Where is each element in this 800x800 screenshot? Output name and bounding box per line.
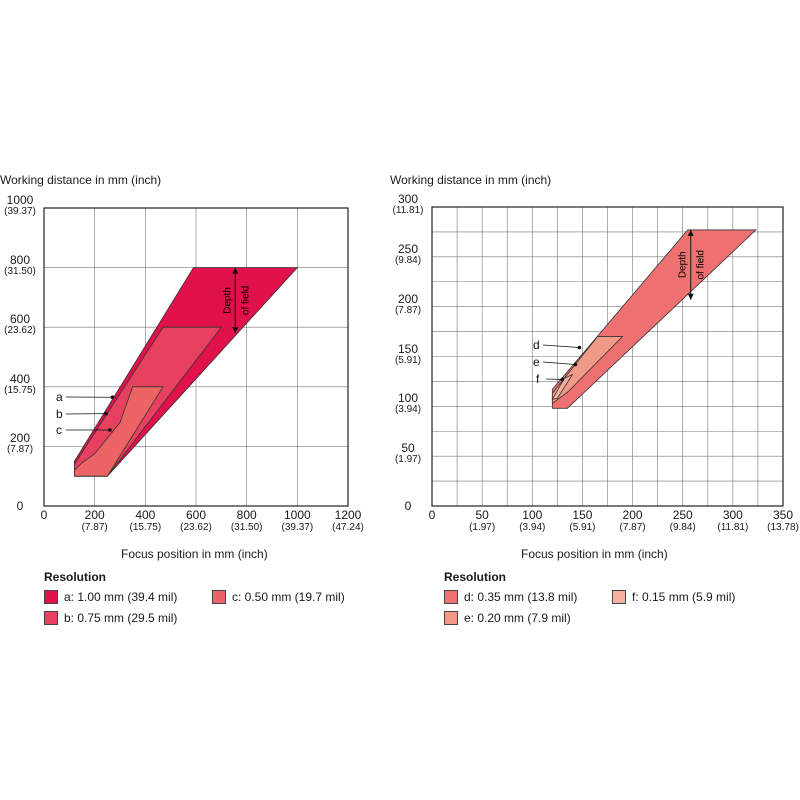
left-ytick-label: 0 xyxy=(16,499,24,513)
leader-dot-a xyxy=(110,395,115,400)
right-xtick-label: 250 (9.84) xyxy=(669,508,696,534)
left-legend-title: Resolution xyxy=(44,570,106,584)
legend-item-a: a: 1.00 mm (39.4 mil) xyxy=(44,590,177,604)
leader-dot-e xyxy=(573,362,578,367)
legend-swatch-c xyxy=(212,590,226,604)
right-dof-arrowhead-bottom xyxy=(687,293,694,300)
left-ytick-label: 800 (31.50) xyxy=(4,252,36,277)
right-ytick-label: 300 (11.81) xyxy=(392,192,424,216)
legend-item-c: c: 0.50 mm (19.7 mil) xyxy=(212,590,345,604)
left-xtick-label: 400 (15.75) xyxy=(129,508,162,534)
right-ytick-label: 150 (5.91) xyxy=(394,341,422,366)
legend-label-c: c: 0.50 mm (19.7 mil) xyxy=(232,590,345,604)
right-ytick-label: 200 (7.87) xyxy=(394,291,422,316)
left-chart-ylabel: Working distance in mm (inch) xyxy=(0,173,162,187)
legend-label-f: f: 0.15 mm (5.9 mil) xyxy=(632,590,736,604)
right-xtick-label: 200 (7.87) xyxy=(619,508,646,534)
left-dof-label-2: of field xyxy=(240,286,251,315)
leader-dot-f xyxy=(560,377,565,382)
left-ytick-label: 200 (7.87) xyxy=(6,431,34,456)
legend-label-b: b: 0.75 mm (29.5 mil) xyxy=(64,611,178,625)
legend-label-a: a: 1.00 mm (39.4 mil) xyxy=(64,590,178,604)
left-xtick-label: 1200 (47.24) xyxy=(332,508,364,534)
legend-label-d: d: 0.35 mm (13.8 mil) xyxy=(464,590,578,604)
left-xtick-label: 600 (23.62) xyxy=(180,508,212,534)
region-c xyxy=(74,386,164,477)
legend-item-b: b: 0.75 mm (29.5 mil) xyxy=(44,611,177,625)
right-ytick-label: 100 (3.94) xyxy=(394,391,422,416)
right-xtick-label: 350 (13.78) xyxy=(767,508,799,534)
legend-swatch-b xyxy=(44,611,58,625)
region-label-a: a xyxy=(56,390,63,404)
leader-d xyxy=(542,344,580,348)
legend-swatch-a xyxy=(44,590,58,604)
legend-swatch-d xyxy=(444,590,458,604)
left-chart-xlabel: Focus position in mm (inch) xyxy=(121,547,268,561)
left-xtick-label: 0 xyxy=(40,508,48,522)
legend-swatch-f xyxy=(612,590,626,604)
right-chart-ylabel: Working distance in mm (inch) xyxy=(390,173,552,187)
left-plot-frame xyxy=(43,207,349,507)
legend-swatch-e xyxy=(444,611,458,625)
right-dof-label-1: Depth xyxy=(678,251,689,278)
right-chart-xlabel: Focus position in mm (inch) xyxy=(521,547,668,561)
region-label-d: d xyxy=(533,338,540,352)
left-ytick-label: 400 (15.75) xyxy=(4,371,36,396)
region-label-c: c xyxy=(56,423,62,437)
right-dof-label-2: of field xyxy=(696,250,707,279)
leader-e xyxy=(542,361,576,365)
right-ytick-label: 0 xyxy=(404,499,412,513)
right-ytick-label: 50 (1.97) xyxy=(394,441,422,466)
region-f xyxy=(551,373,574,400)
leader-dot-c xyxy=(108,428,112,432)
left-dof-arrowhead-bottom xyxy=(232,327,239,334)
leader-dot-b xyxy=(104,411,108,416)
left-xtick-label: 200 (7.87) xyxy=(81,508,108,534)
right-legend-title: Resolution xyxy=(444,570,506,584)
left-xtick-label: 800 (31.50) xyxy=(230,508,263,534)
right-plot-frame xyxy=(431,206,784,507)
left-dof-arrowhead-top xyxy=(232,267,239,274)
left-xtick-label: 1000 (39.37) xyxy=(281,508,314,534)
right-xtick-label: 300 (11.81) xyxy=(717,508,749,534)
right-xtick-label: 150 (5.91) xyxy=(569,508,596,534)
leader-dot-d xyxy=(577,345,582,350)
right-xtick-label: 100 (3.94) xyxy=(519,508,546,534)
region-label-f: f xyxy=(536,372,540,386)
left-ytick-label: 600 (23.62) xyxy=(4,312,36,337)
right-xtick-label: 50 (1.97) xyxy=(469,508,496,534)
right-xtick-label: 0 xyxy=(428,508,436,522)
region-label-b: b xyxy=(56,407,63,421)
region-d xyxy=(551,229,757,409)
legend-item-e: e: 0.20 mm (7.9 mil) xyxy=(444,611,571,625)
left-dof-label-1: Depth xyxy=(222,287,233,314)
right-dof-arrowhead-top xyxy=(687,229,694,236)
region-e xyxy=(551,336,624,405)
region-label-e: e xyxy=(533,355,540,369)
left-ytick-label: 1000 (39.37) xyxy=(4,193,36,217)
legend-item-f: f: 0.15 mm (5.9 mil) xyxy=(612,590,735,604)
legend-item-d: d: 0.35 mm (13.8 mil) xyxy=(444,590,577,604)
right-ytick-label: 250 (9.84) xyxy=(394,241,422,266)
legend-label-e: e: 0.20 mm (7.9 mil) xyxy=(464,611,571,625)
